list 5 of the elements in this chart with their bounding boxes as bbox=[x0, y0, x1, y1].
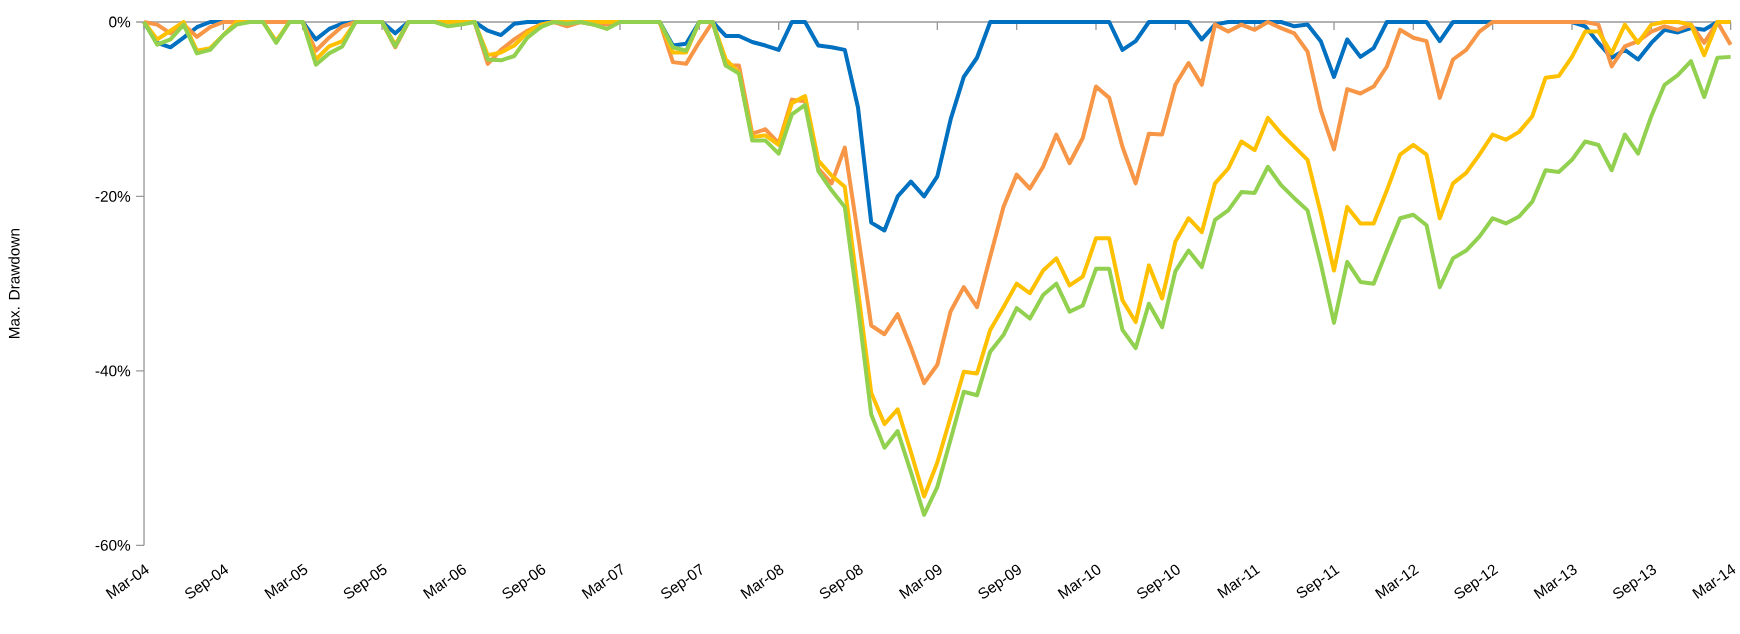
y-axis-title: Max. Drawdown bbox=[8, 229, 20, 339]
y-tick-label: 0% bbox=[109, 16, 131, 28]
y-tick-label: -20% bbox=[95, 191, 131, 202]
y-tick-label: -40% bbox=[95, 365, 131, 377]
y-tick-label: -60% bbox=[95, 539, 131, 551]
